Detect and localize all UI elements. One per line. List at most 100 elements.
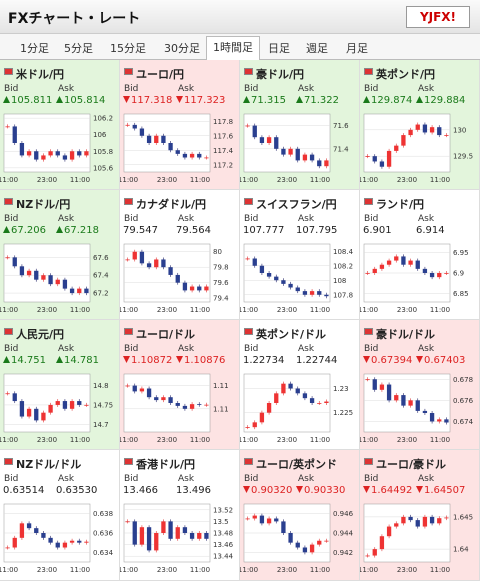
tab[interactable]: 30分足 — [164, 42, 200, 55]
tile[interactable]: 豪ドル/ドル Bid Ask 0.67394 0.67403 0.678 0.676 0.67… — [360, 320, 480, 450]
candle — [139, 251, 145, 264]
tile[interactable]: ユーロ/ドル Bid Ask 1.10872 1.10876 1.11 1.11 11:00 2… — [120, 320, 240, 450]
ask-value: 117.323 — [176, 95, 225, 106]
candle — [274, 393, 279, 403]
candle — [182, 282, 188, 291]
candle — [444, 135, 449, 136]
ask-text: 0.90330 — [304, 485, 346, 496]
candle — [259, 137, 265, 143]
x-tick-label: 11:00 — [120, 436, 138, 444]
x-tick-label: 11:00 — [430, 436, 450, 444]
candle — [125, 259, 130, 261]
y-tick-label: 117.4 — [213, 147, 234, 155]
ask-label: Ask — [418, 474, 435, 484]
tab[interactable]: 1分足 — [20, 42, 49, 55]
candle — [386, 526, 392, 537]
bid-label: Bid — [4, 344, 19, 354]
candle — [288, 383, 293, 389]
tile[interactable]: 英ポンド/円 Bid Ask 129.874 129.884 130 129.5 11:00 2… — [360, 60, 480, 190]
x-tick-label: 11:00 — [0, 436, 18, 444]
candle — [5, 547, 10, 549]
candle — [12, 537, 17, 548]
tile[interactable]: ランド/円 Bid Ask 6.901 6.914 6.95 6.9 6.85 11:00 23:… — [360, 190, 480, 320]
tile[interactable]: 英ポンド/ドル Bid Ask 1.22734 1.22744 1.23 1.225 11:0… — [240, 320, 360, 450]
ask-label: Ask — [58, 344, 75, 354]
candle — [245, 125, 250, 127]
candle — [168, 267, 173, 275]
x-tick-label: 23:00 — [277, 176, 297, 184]
flag-icon — [244, 328, 253, 335]
tile[interactable]: 人民元/円 Bid Ask 14.751 14.781 14.8 14.75 14.7 11:0… — [0, 320, 120, 450]
mini-chart: 0.678 0.676 0.674 11:00 23:00 11:00 — [360, 373, 474, 444]
ask-text: 1.22744 — [296, 355, 338, 366]
bid-label: Bid — [364, 84, 379, 94]
tile[interactable]: ユーロ/円 Bid Ask 117.318 117.323 117.8 117.6 117.4… — [120, 60, 240, 190]
x-tick-label: 23:00 — [277, 566, 297, 574]
candle — [324, 401, 329, 403]
y-tick-label: 130 — [453, 126, 466, 134]
candle — [204, 404, 209, 406]
candle — [132, 124, 137, 129]
ask-label: Ask — [298, 344, 315, 354]
candle — [48, 151, 53, 156]
candle — [12, 126, 17, 143]
logo[interactable]: YJFX! — [406, 6, 470, 28]
candle — [245, 258, 250, 260]
arrow — [416, 486, 423, 493]
pair-name: 英ポンド/ドル — [256, 328, 327, 341]
tab[interactable]: 1時間足 — [206, 36, 260, 60]
candle — [41, 155, 46, 160]
tile[interactable]: NZドル/円 Bid Ask 67.206 67.218 67.6 67.4 67.2 11:0… — [0, 190, 120, 320]
plot-area — [363, 373, 451, 433]
y-tick-label: 1.23 — [333, 385, 349, 393]
ask-value: 107.795 — [296, 225, 337, 236]
tab[interactable]: 15分足 — [110, 42, 146, 55]
tab[interactable]: 5分足 — [64, 42, 93, 55]
candle — [295, 388, 300, 394]
ask-value: 67.218 — [56, 225, 99, 236]
x-tick-label: 11:00 — [310, 306, 330, 314]
tile[interactable]: ユーロ/英ポンド Bid Ask 0.90320 0.90330 0.946 0.944 0.… — [240, 450, 360, 581]
y-tick-label: 117.6 — [213, 132, 234, 140]
candle — [309, 154, 315, 161]
pair-name: 豪ドル/ドル — [376, 328, 436, 341]
candle — [175, 274, 180, 283]
bid-label: Bid — [124, 214, 139, 224]
pair-name: カナダドル/円 — [136, 198, 207, 211]
candle — [55, 401, 60, 405]
tile[interactable]: 豪ドル/円 Bid Ask 71.315 71.322 71.6 71.4 11:00 23:0… — [240, 60, 360, 190]
candle — [259, 265, 265, 273]
tab[interactable]: 月足 — [346, 42, 368, 55]
y-tick-label: 117.8 — [213, 118, 233, 126]
flag-icon — [124, 458, 133, 465]
ask-text: 6.914 — [416, 225, 445, 236]
candle — [132, 385, 137, 392]
tab[interactable]: 日足 — [268, 42, 290, 55]
tile[interactable]: カナダドル/円 Bid Ask 79.547 79.564 80 79.8 79.6 79.4 1… — [120, 190, 240, 320]
candle — [197, 286, 202, 291]
tile[interactable]: NZドル/ドル Bid Ask 0.63514 0.63530 0.638 0.636 0.6… — [0, 450, 120, 581]
y-tick-label: 80 — [213, 248, 222, 256]
flag-icon — [244, 198, 253, 205]
candle — [189, 286, 195, 291]
candle — [415, 260, 420, 269]
tab[interactable]: 週足 — [306, 42, 328, 55]
candle — [146, 263, 152, 268]
y-tick-label: 0.676 — [453, 397, 474, 405]
ask-text: 71.322 — [304, 95, 339, 106]
y-tick-label: 1.645 — [453, 513, 473, 521]
candle — [161, 521, 166, 533]
x-tick-label: 23:00 — [37, 436, 57, 444]
candle — [161, 135, 166, 143]
tile[interactable]: ユーロ/豪ドル Bid Ask 1.64492 1.64507 1.645 1.64 11:0… — [360, 450, 480, 581]
ask-text: 79.564 — [176, 225, 211, 236]
pair-name: ユーロ/ドル — [136, 328, 196, 341]
y-tick-label: 117.2 — [213, 161, 233, 169]
tile[interactable]: 香港ドル/円 Bid Ask 13.466 13.496 13.52 13.5 13.48 13… — [120, 450, 240, 581]
y-tick-label: 14.75 — [93, 401, 113, 409]
x-tick-label: 11:00 — [70, 306, 90, 314]
tile[interactable]: スイスフラン/円 Bid Ask 107.777 107.795 108.4 108.2 10… — [240, 190, 360, 320]
candle — [415, 520, 420, 527]
tile[interactable]: 米ドル/円 Bid Ask 105.811 105.814 106.2 106 105.8 10… — [0, 60, 120, 190]
bid-label: Bid — [364, 474, 379, 484]
